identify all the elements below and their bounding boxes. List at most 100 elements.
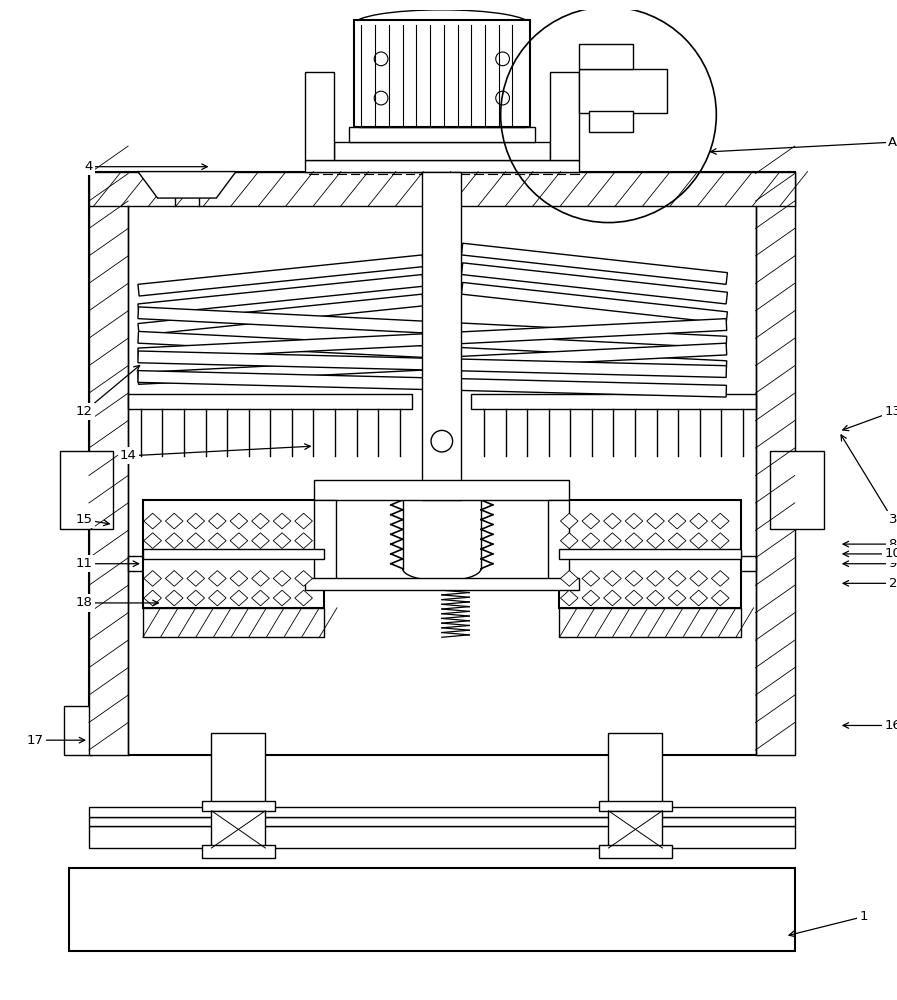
Bar xyxy=(128,394,413,409)
Polygon shape xyxy=(274,571,291,586)
Polygon shape xyxy=(711,571,729,586)
Polygon shape xyxy=(647,590,665,606)
Polygon shape xyxy=(461,263,727,304)
Polygon shape xyxy=(461,282,727,324)
Polygon shape xyxy=(231,590,248,606)
Text: 14: 14 xyxy=(119,449,136,462)
Bar xyxy=(89,172,128,755)
Polygon shape xyxy=(561,590,578,606)
Polygon shape xyxy=(668,533,686,549)
Polygon shape xyxy=(604,590,622,606)
Polygon shape xyxy=(187,571,205,586)
Bar xyxy=(422,172,461,500)
Polygon shape xyxy=(690,590,708,606)
Bar xyxy=(548,500,570,583)
Text: 10: 10 xyxy=(884,547,897,560)
Polygon shape xyxy=(711,590,729,606)
Polygon shape xyxy=(461,243,727,284)
Polygon shape xyxy=(295,513,312,529)
Polygon shape xyxy=(231,571,248,586)
Polygon shape xyxy=(187,513,205,529)
Text: 9: 9 xyxy=(889,557,897,570)
Polygon shape xyxy=(625,513,643,529)
Bar xyxy=(89,817,795,826)
Bar xyxy=(89,172,795,755)
Polygon shape xyxy=(647,571,665,586)
Bar xyxy=(89,172,795,206)
Bar xyxy=(359,113,525,127)
Bar xyxy=(59,451,113,529)
Bar xyxy=(353,20,530,127)
Polygon shape xyxy=(604,533,622,549)
Bar xyxy=(314,500,336,583)
Bar xyxy=(143,608,324,637)
Text: 4: 4 xyxy=(84,160,93,173)
Polygon shape xyxy=(711,513,729,529)
Bar xyxy=(69,868,795,951)
Polygon shape xyxy=(252,590,269,606)
Bar xyxy=(202,845,275,858)
Bar xyxy=(202,801,275,811)
Bar xyxy=(560,608,741,637)
Polygon shape xyxy=(274,590,291,606)
Polygon shape xyxy=(165,513,183,529)
Polygon shape xyxy=(138,371,727,397)
Polygon shape xyxy=(668,571,686,586)
Polygon shape xyxy=(231,513,248,529)
Text: A: A xyxy=(888,136,897,149)
Polygon shape xyxy=(668,513,686,529)
Text: 17: 17 xyxy=(27,734,44,747)
Polygon shape xyxy=(582,533,600,549)
Polygon shape xyxy=(647,533,665,549)
Text: 15: 15 xyxy=(75,513,92,526)
Bar xyxy=(598,845,672,858)
Bar xyxy=(771,451,824,529)
Text: 8: 8 xyxy=(889,538,897,551)
Polygon shape xyxy=(711,533,729,549)
Polygon shape xyxy=(252,533,269,549)
Polygon shape xyxy=(187,533,205,549)
Polygon shape xyxy=(604,513,622,529)
Polygon shape xyxy=(138,343,727,384)
Polygon shape xyxy=(582,590,600,606)
Text: 3: 3 xyxy=(889,513,897,526)
Bar xyxy=(598,801,672,811)
Polygon shape xyxy=(208,533,226,549)
Polygon shape xyxy=(561,533,578,549)
Bar xyxy=(212,733,266,807)
Bar xyxy=(334,142,550,160)
Bar xyxy=(143,549,324,559)
Text: 11: 11 xyxy=(75,557,92,570)
Polygon shape xyxy=(138,255,423,296)
Bar xyxy=(128,556,144,571)
Bar xyxy=(740,556,755,571)
Bar xyxy=(755,172,795,755)
Text: 13: 13 xyxy=(884,405,897,418)
Polygon shape xyxy=(187,590,205,606)
Text: 2: 2 xyxy=(889,577,897,590)
Polygon shape xyxy=(144,571,161,586)
Polygon shape xyxy=(208,513,226,529)
Polygon shape xyxy=(690,533,708,549)
Polygon shape xyxy=(690,571,708,586)
Polygon shape xyxy=(165,533,183,549)
Text: 1: 1 xyxy=(859,910,867,923)
Polygon shape xyxy=(274,533,291,549)
Polygon shape xyxy=(252,513,269,529)
Polygon shape xyxy=(144,513,161,529)
Polygon shape xyxy=(208,571,226,586)
Polygon shape xyxy=(690,513,708,529)
Bar xyxy=(305,72,334,160)
Polygon shape xyxy=(138,172,236,198)
Bar xyxy=(471,394,755,409)
Polygon shape xyxy=(231,533,248,549)
Polygon shape xyxy=(604,571,622,586)
Bar xyxy=(89,826,795,848)
Polygon shape xyxy=(138,275,423,316)
Polygon shape xyxy=(295,533,312,549)
Bar xyxy=(305,578,579,590)
Polygon shape xyxy=(138,294,423,335)
Polygon shape xyxy=(647,513,665,529)
Polygon shape xyxy=(165,571,183,586)
Polygon shape xyxy=(138,307,727,348)
